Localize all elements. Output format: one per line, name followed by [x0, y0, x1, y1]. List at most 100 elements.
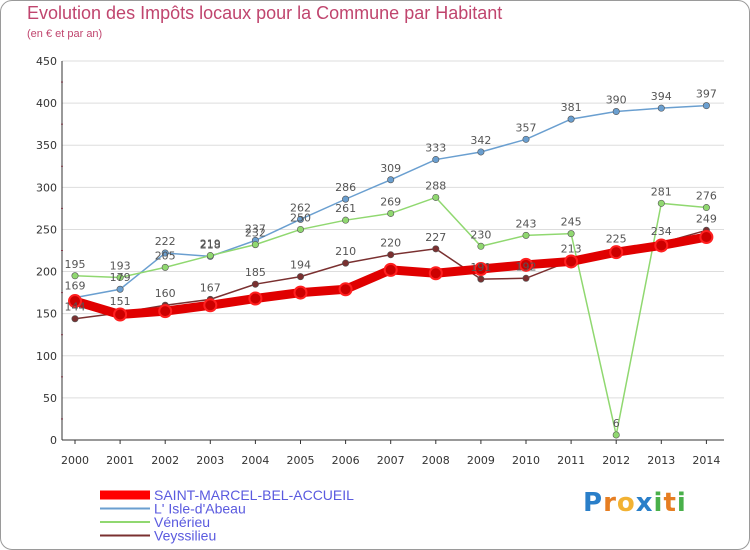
data-label: 262 — [290, 201, 311, 214]
data-point — [206, 252, 214, 260]
data-label: 210 — [335, 245, 356, 258]
data-label: 342 — [470, 134, 491, 147]
data-label: 219 — [200, 238, 221, 251]
data-label: 249 — [696, 212, 717, 225]
x-tick-label: 2014 — [692, 454, 720, 467]
data-point — [342, 216, 350, 224]
data-label: 394 — [651, 90, 672, 103]
y-tick-label: 50 — [43, 392, 57, 405]
data-point — [477, 148, 485, 156]
logo-letter: i — [653, 488, 664, 518]
y-tick-label: 250 — [36, 223, 57, 236]
data-point-main — [113, 307, 128, 322]
data-point — [296, 215, 304, 223]
data-label: 144 — [65, 301, 86, 314]
data-label: 160 — [155, 287, 176, 300]
data-point — [702, 102, 710, 110]
data-point — [116, 285, 124, 293]
data-point — [116, 273, 124, 281]
data-point — [387, 251, 395, 259]
data-point — [432, 156, 440, 164]
data-point — [567, 230, 575, 238]
data-point — [342, 195, 350, 203]
chart-subtitle: (en € et par an) — [27, 28, 103, 40]
data-label: 195 — [65, 258, 86, 271]
logo-letter: r — [603, 488, 617, 518]
y-tick-label: 100 — [36, 350, 57, 363]
data-label: 237 — [245, 222, 266, 235]
x-tick-label: 2001 — [106, 454, 134, 467]
data-point — [71, 315, 79, 323]
logo-letter: o — [616, 488, 636, 518]
y-tick-label: 300 — [36, 181, 57, 194]
y-tick-label: 350 — [36, 139, 57, 152]
x-tick-label: 2010 — [512, 454, 540, 467]
axes: 0 50 100 150 200 250 300 350 400 450 2000 2001 2002 2… — [36, 55, 724, 467]
legend-label: Vénérieu — [154, 514, 210, 530]
data-label: 357 — [516, 121, 537, 134]
data-label: 281 — [651, 185, 672, 198]
data-label: 227 — [425, 231, 446, 244]
data-label: 213 — [561, 243, 582, 256]
data-point-main — [609, 245, 624, 260]
logo-letter: t — [663, 488, 677, 518]
data-label: 288 — [425, 179, 446, 192]
data-label: 194 — [290, 259, 311, 272]
data-point-main — [338, 282, 353, 297]
data-label: 245 — [561, 216, 582, 229]
data-label: 179 — [110, 271, 131, 284]
series-lines — [68, 102, 714, 439]
data-label: 191 — [470, 261, 491, 274]
x-tick-label: 2011 — [557, 454, 585, 467]
data-label: 218 — [200, 238, 221, 251]
data-point — [522, 231, 530, 239]
data-point-main — [68, 294, 82, 309]
data-point — [251, 280, 259, 288]
data-label: 250 — [290, 211, 311, 224]
data-point — [161, 263, 169, 271]
x-tick-label: 2004 — [241, 454, 269, 467]
data-point — [702, 204, 710, 212]
y-tick-label: 0 — [50, 434, 57, 447]
data-label: 333 — [425, 142, 446, 155]
data-label: 243 — [516, 217, 537, 230]
x-tick-label: 2006 — [332, 454, 360, 467]
data-point-main — [293, 285, 308, 300]
data-point-main — [203, 298, 218, 313]
data-point-main — [654, 238, 669, 253]
data-label: 230 — [470, 228, 491, 241]
logo-letter: x — [635, 488, 654, 518]
data-point-main — [248, 291, 263, 306]
data-point — [612, 431, 620, 439]
data-point — [432, 193, 440, 201]
data-point-main — [519, 257, 533, 272]
data-point — [71, 272, 79, 280]
data-label: 269 — [380, 195, 401, 208]
data-label: 286 — [335, 181, 356, 194]
data-label: 309 — [380, 162, 401, 175]
x-tick-label: 2000 — [61, 454, 89, 467]
data-point — [342, 259, 350, 267]
data-label: 381 — [561, 101, 582, 114]
data-label: 225 — [606, 233, 627, 246]
data-point-main — [158, 304, 173, 319]
data-point-main — [383, 262, 398, 277]
data-point-main — [564, 254, 579, 269]
y-tick-label: 450 — [36, 55, 57, 68]
data-point — [522, 135, 530, 143]
y-tick-label: 400 — [36, 97, 57, 110]
data-point — [251, 241, 259, 249]
data-point — [657, 199, 665, 207]
proxiti-logo: Proxiti — [583, 488, 687, 518]
data-point — [296, 273, 304, 281]
y-tick-label: 150 — [36, 308, 57, 321]
data-point — [161, 249, 169, 257]
data-point-main — [473, 262, 488, 277]
data-point — [477, 242, 485, 250]
x-tick-label: 2009 — [467, 454, 495, 467]
data-point — [387, 176, 395, 184]
data-label: 276 — [696, 190, 717, 203]
x-tick-label: 2013 — [647, 454, 675, 467]
chart-title: Evolution des Impôts locaux pour la Comm… — [27, 3, 503, 23]
